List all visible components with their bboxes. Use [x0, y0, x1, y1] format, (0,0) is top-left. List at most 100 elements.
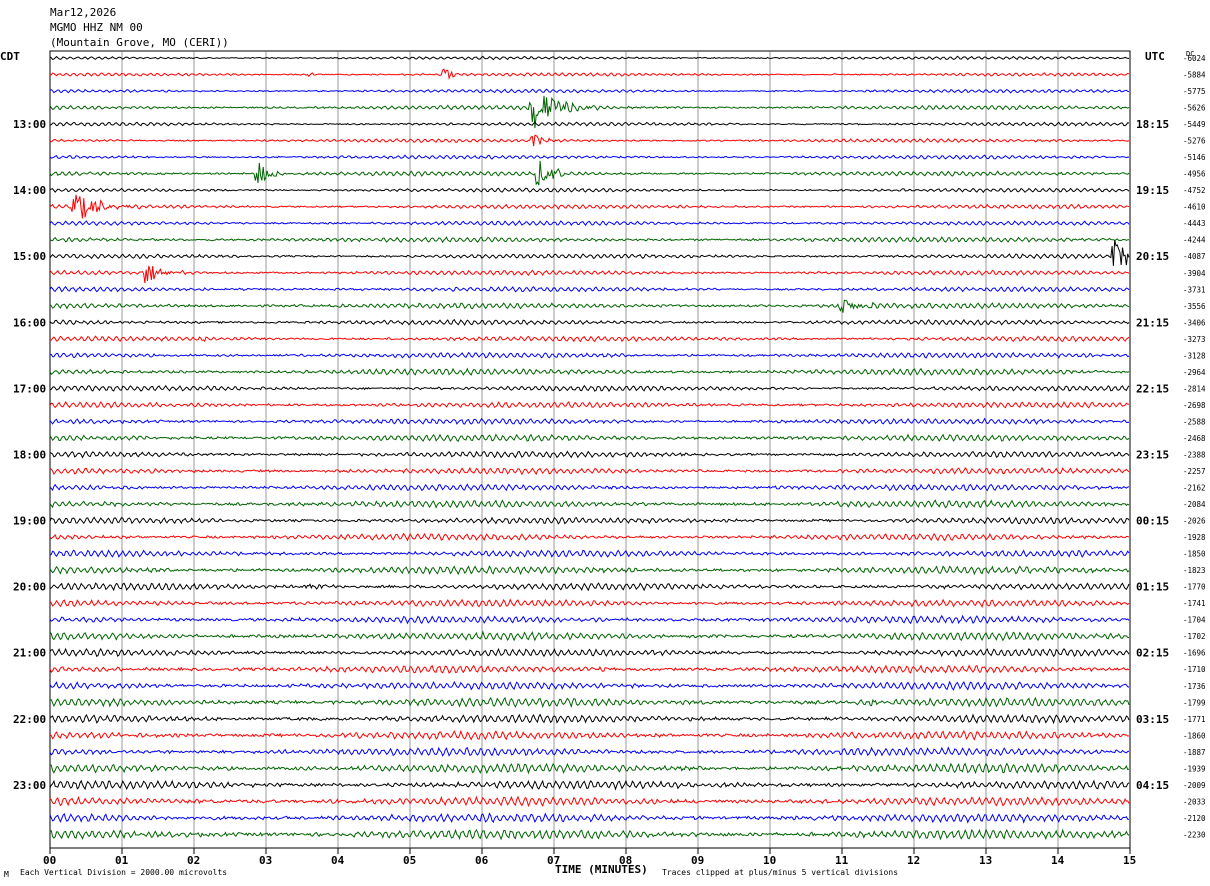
- header-station: MGMO HHZ NM 00: [50, 21, 143, 34]
- trace-row-28: [49, 516, 1130, 525]
- dc-offset-label: -5146: [1183, 153, 1206, 162]
- dc-offset-label: -2033: [1183, 797, 1206, 806]
- dc-offset-label: -2257: [1183, 467, 1206, 476]
- x-tick-label: 14: [1051, 854, 1065, 867]
- trace-row-7: [49, 160, 1130, 186]
- trace-row-30: [49, 549, 1130, 558]
- x-tick-label: 01: [115, 854, 129, 867]
- dc-offset-label: -1799: [1183, 698, 1206, 707]
- x-axis-title: TIME (MINUTES): [555, 863, 648, 876]
- x-tick-label: 08: [619, 854, 632, 867]
- plot-frame: [49, 50, 1131, 849]
- dc-offset-label: -1860: [1183, 731, 1206, 740]
- trace-row-15: [49, 299, 1130, 313]
- dc-offset-label: -2814: [1183, 384, 1206, 393]
- trace-row-24: [49, 450, 1130, 459]
- left-hour-label: 14:00: [13, 184, 46, 197]
- trace-row-47: [49, 828, 1130, 841]
- trace-row-0: [49, 55, 1130, 61]
- dc-offset-label: -2120: [1183, 814, 1206, 823]
- dc-offset-label: -5626: [1183, 104, 1206, 113]
- trace-row-26: [49, 483, 1130, 492]
- right-hour-label: 20:15: [1136, 250, 1169, 263]
- dc-offset-label: -1850: [1183, 550, 1206, 559]
- left-hour-label: 20:00: [13, 581, 46, 594]
- left-hour-label: 21:00: [13, 647, 46, 660]
- x-tick-label: 04: [331, 854, 345, 867]
- dc-offset-label: -1887: [1183, 748, 1206, 757]
- x-tick-label: 00: [43, 854, 56, 867]
- dc-offset-label: -2084: [1183, 500, 1206, 509]
- dc-offset-label: -1928: [1183, 533, 1206, 542]
- trace-row-9: [49, 194, 1130, 219]
- dc-offset-label: -2026: [1183, 517, 1206, 526]
- right-hour-label: 01:15: [1136, 581, 1169, 594]
- dc-offset-label: -2698: [1183, 401, 1206, 410]
- x-tick-label: 09: [691, 854, 704, 867]
- dc-offset-label: -3904: [1183, 269, 1206, 278]
- dc-offset-label: -5449: [1183, 120, 1206, 129]
- right-hour-label: 04:15: [1136, 779, 1169, 792]
- trace-row-10: [49, 219, 1130, 227]
- header-location: (Mountain Grove, MO (CERI)): [50, 36, 229, 49]
- x-tick-label: 07: [547, 854, 560, 867]
- trace-row-19: [49, 367, 1130, 376]
- dc-offset-label: -1702: [1183, 632, 1206, 641]
- dc-offset-label: -4244: [1183, 236, 1206, 245]
- trace-row-12: [49, 239, 1130, 266]
- dc-offset-label: -4610: [1183, 203, 1206, 212]
- dc-offset-label: -5775: [1183, 87, 1206, 96]
- trace-row-37: [49, 664, 1130, 674]
- trace-row-45: [49, 795, 1130, 808]
- left-timezone-label: CDT: [0, 50, 20, 63]
- left-hour-label: 13:00: [13, 118, 46, 131]
- trace-row-27: [49, 499, 1130, 509]
- trace-row-2: [49, 88, 1130, 94]
- trace-row-33: [49, 598, 1130, 608]
- dc-offset-label: -5276: [1183, 137, 1206, 146]
- x-tick-label: 13: [979, 854, 992, 867]
- right-hour-label: 18:15: [1136, 118, 1169, 131]
- left-hour-label: 17:00: [13, 382, 46, 395]
- right-hour-label: 02:15: [1136, 647, 1169, 660]
- dc-offset-label: -2162: [1183, 484, 1206, 493]
- dc-offset-label: -1823: [1183, 566, 1206, 575]
- trace-row-8: [49, 187, 1130, 194]
- left-hour-label: 22:00: [13, 713, 46, 726]
- dc-offset-label: -4752: [1183, 186, 1206, 195]
- trace-row-39: [49, 696, 1130, 709]
- trace-row-21: [49, 401, 1130, 409]
- right-timezone-label: UTC: [1145, 50, 1165, 63]
- trace-row-32: [49, 582, 1130, 592]
- trace-row-23: [49, 433, 1130, 442]
- trace-row-13: [49, 265, 1130, 284]
- dc-offset-label: -3556: [1183, 302, 1206, 311]
- trace-row-4: [49, 121, 1130, 127]
- x-tick-label: 15: [1123, 854, 1136, 867]
- dc-offset-label: -2468: [1183, 434, 1206, 443]
- dc-offset-label: -5884: [1183, 71, 1206, 80]
- dc-offset-label: -1770: [1183, 583, 1206, 592]
- left-hour-label: 18:00: [13, 448, 46, 461]
- trace-row-29: [49, 532, 1130, 542]
- dc-offset-label: -2388: [1183, 450, 1206, 459]
- corner-mark: M: [4, 870, 9, 879]
- right-hour-label: 03:15: [1136, 713, 1169, 726]
- left-hour-label: 19:00: [13, 515, 46, 528]
- dc-offset-label: -4443: [1183, 219, 1206, 228]
- x-tick-label: 12: [907, 854, 920, 867]
- right-hour-label: 23:15: [1136, 448, 1169, 461]
- dc-offset-label: -1710: [1183, 665, 1206, 674]
- right-hour-label: 21:15: [1136, 316, 1169, 329]
- right-hour-label: 22:15: [1136, 382, 1169, 395]
- trace-row-18: [49, 351, 1130, 359]
- dc-offset-label: -3731: [1183, 285, 1206, 294]
- trace-row-46: [49, 812, 1130, 824]
- trace-row-3: [49, 95, 1130, 129]
- dc-offset-label: -1696: [1183, 649, 1206, 658]
- trace-row-42: [49, 746, 1130, 757]
- dc-offset-label: -1736: [1183, 682, 1206, 691]
- trace-row-11: [49, 236, 1130, 244]
- x-tick-label: 03: [259, 854, 272, 867]
- trace-row-35: [49, 630, 1130, 642]
